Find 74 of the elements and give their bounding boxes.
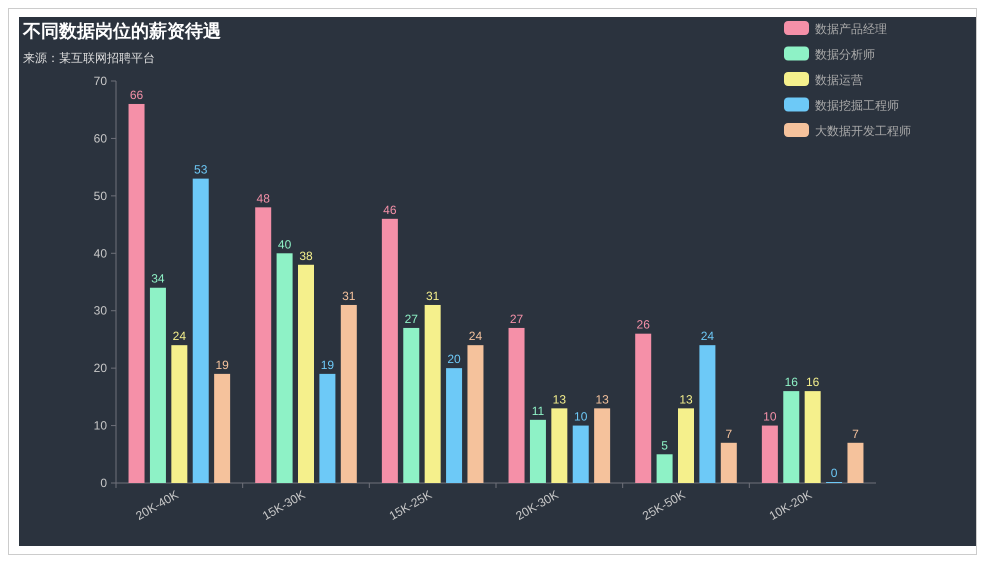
legend-label: 大数据开发工程师 (815, 124, 911, 138)
bar (255, 207, 272, 483)
legend-label: 数据运营 (815, 73, 863, 87)
bar (424, 304, 441, 483)
y-tick-label: 30 (94, 304, 108, 318)
data-label: 46 (383, 202, 397, 217)
data-label: 24 (468, 329, 482, 344)
y-tick-label: 10 (94, 418, 108, 433)
chart-title: 不同数据岗位的薪资待遇 (22, 21, 221, 41)
bar (128, 104, 145, 483)
bar (572, 426, 589, 483)
bar (635, 334, 652, 483)
data-label: 24 (700, 329, 714, 344)
bar (678, 408, 694, 483)
legend-label: 数据产品经理 (815, 22, 887, 36)
bar (551, 408, 568, 483)
data-label: 10 (763, 410, 777, 424)
bar (804, 391, 821, 483)
bar (382, 218, 398, 483)
bar (699, 345, 716, 483)
data-label: 0 (830, 466, 838, 480)
bar (656, 454, 673, 483)
bar (276, 253, 293, 483)
data-label: 66 (130, 88, 144, 102)
y-tick-label: 40 (94, 246, 108, 260)
y-tick-label: 0 (100, 476, 108, 490)
data-label: 53 (194, 162, 208, 177)
chart-subtitle: 来源：某互联网招聘平台 (23, 51, 155, 65)
y-tick-label: 60 (94, 131, 108, 146)
data-label: 16 (806, 375, 820, 390)
data-label: 13 (595, 392, 610, 406)
bar (298, 264, 314, 483)
data-label: 40 (278, 237, 292, 252)
bar (530, 420, 546, 483)
data-label: 5 (661, 438, 668, 452)
bar (214, 374, 230, 483)
bar (467, 345, 484, 483)
data-label: 11 (532, 404, 544, 418)
y-tick-label: 70 (94, 74, 108, 88)
bar (783, 391, 800, 483)
data-label: 31 (426, 288, 440, 303)
bar (847, 442, 864, 483)
bar (508, 328, 525, 483)
data-label: 13 (552, 392, 566, 406)
data-label: 7 (725, 426, 732, 441)
bar (171, 345, 188, 483)
bar (594, 408, 610, 483)
bar (340, 304, 357, 483)
legend-label: 数据分析师 (815, 48, 875, 62)
data-label: 20 (447, 352, 462, 366)
data-label: 19 (215, 358, 230, 372)
bar (319, 374, 336, 483)
bar (446, 368, 462, 483)
data-label: 16 (784, 375, 798, 390)
bar (192, 178, 209, 483)
data-label: 19 (320, 358, 334, 372)
data-label: 10 (574, 410, 588, 424)
legend-label: 数据挖掘工程师 (815, 98, 899, 112)
data-label: 48 (256, 191, 270, 206)
data-label: 27 (404, 312, 418, 326)
bar (762, 426, 778, 483)
y-tick-label: 20 (94, 361, 108, 376)
data-label: 13 (679, 392, 693, 406)
data-label: 24 (172, 329, 186, 344)
data-label: 27 (510, 312, 524, 326)
bar (403, 328, 420, 483)
bar (720, 442, 737, 483)
bar (150, 288, 166, 483)
data-label: 34 (151, 272, 165, 286)
y-tick-label: 50 (94, 188, 108, 203)
data-label: 7 (852, 426, 860, 441)
data-label: 31 (342, 288, 356, 303)
data-label: 38 (299, 248, 313, 263)
data-label: 26 (636, 318, 650, 332)
